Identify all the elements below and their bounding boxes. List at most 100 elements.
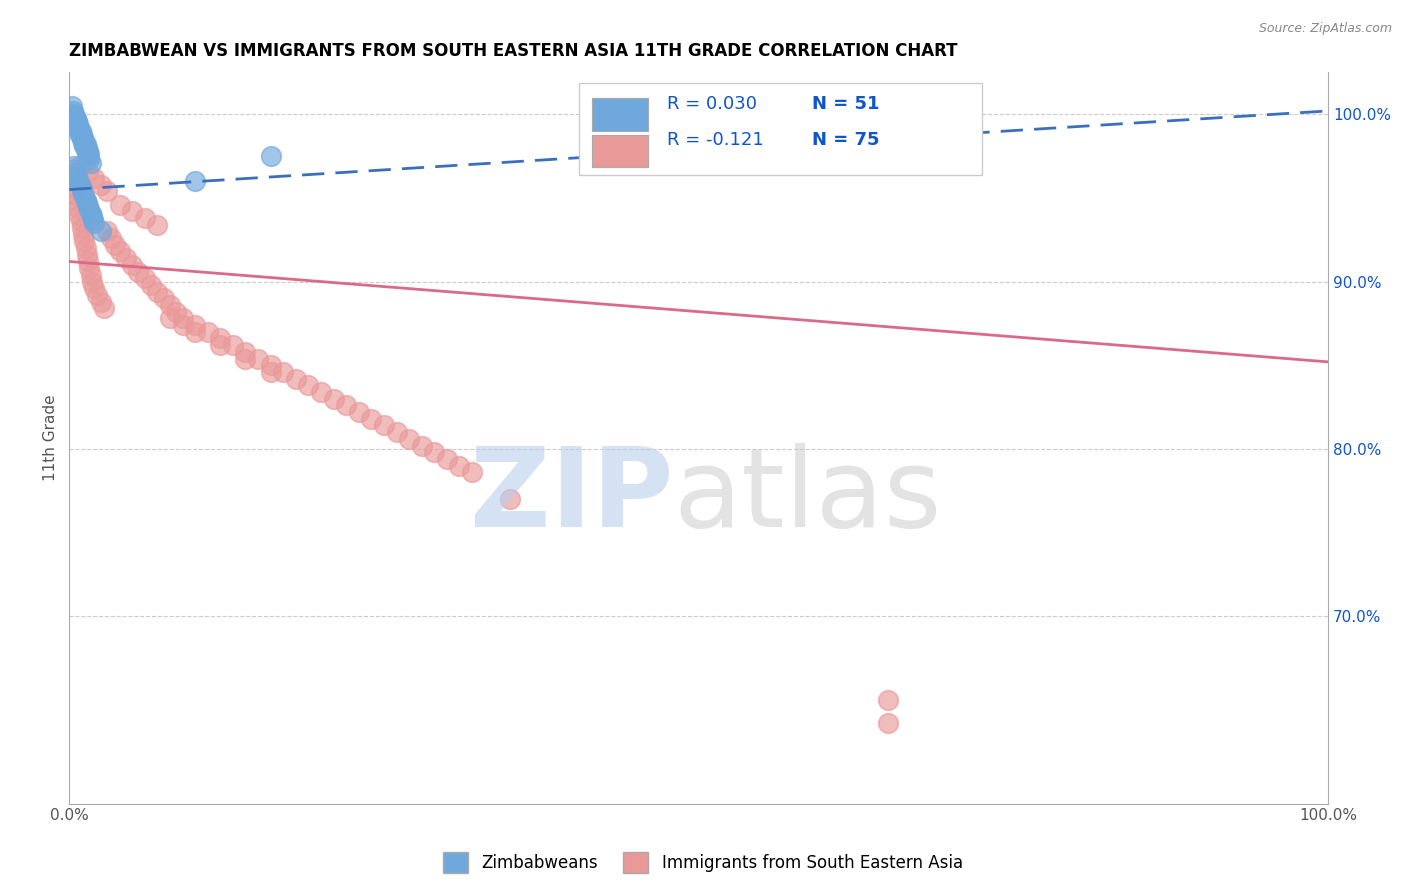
Point bbox=[108, 244, 131, 259]
Point bbox=[67, 117, 90, 131]
Point bbox=[80, 210, 103, 224]
Point bbox=[79, 155, 101, 169]
Text: R = -0.121: R = -0.121 bbox=[668, 131, 763, 150]
Point bbox=[184, 318, 207, 332]
Point bbox=[260, 149, 283, 163]
Point bbox=[82, 212, 104, 227]
Point bbox=[134, 271, 156, 285]
Point bbox=[398, 432, 420, 446]
Point bbox=[152, 291, 174, 305]
Point bbox=[423, 445, 446, 459]
Point bbox=[499, 492, 522, 507]
Point bbox=[72, 227, 94, 242]
Point bbox=[70, 157, 93, 171]
Point bbox=[67, 208, 90, 222]
Point bbox=[60, 99, 83, 113]
Point bbox=[100, 231, 122, 245]
Point bbox=[70, 132, 93, 146]
Point bbox=[63, 107, 86, 121]
Point bbox=[209, 331, 232, 345]
Point bbox=[309, 384, 332, 399]
Point bbox=[65, 111, 87, 125]
Point bbox=[146, 218, 169, 232]
Point bbox=[115, 251, 138, 265]
Point bbox=[63, 112, 86, 127]
Point bbox=[65, 187, 87, 202]
Point bbox=[271, 365, 294, 379]
Point bbox=[77, 144, 100, 158]
Point bbox=[79, 261, 101, 276]
Point bbox=[66, 169, 89, 183]
Point bbox=[876, 693, 898, 707]
Point bbox=[197, 325, 219, 339]
Point bbox=[66, 194, 89, 209]
Point bbox=[83, 281, 105, 295]
Point bbox=[63, 181, 86, 195]
Point bbox=[297, 378, 319, 392]
Point bbox=[247, 351, 270, 366]
Point bbox=[360, 411, 382, 425]
Point bbox=[67, 176, 90, 190]
Point bbox=[121, 204, 143, 219]
Point bbox=[96, 184, 118, 198]
Point bbox=[75, 137, 97, 152]
Point bbox=[184, 174, 207, 188]
Point bbox=[172, 311, 194, 326]
Point bbox=[67, 172, 90, 186]
Point bbox=[73, 139, 96, 153]
Point bbox=[235, 344, 257, 359]
FancyBboxPatch shape bbox=[579, 83, 981, 175]
Point bbox=[69, 214, 91, 228]
Point bbox=[76, 196, 98, 211]
Point bbox=[449, 458, 471, 473]
Text: N = 51: N = 51 bbox=[813, 95, 880, 113]
Point bbox=[165, 304, 187, 318]
Point bbox=[70, 183, 93, 197]
Point bbox=[72, 136, 94, 150]
Point bbox=[77, 164, 100, 178]
Point bbox=[335, 398, 357, 412]
Point bbox=[96, 224, 118, 238]
Point bbox=[70, 221, 93, 235]
Point bbox=[260, 365, 283, 379]
Point bbox=[284, 371, 307, 385]
Point bbox=[90, 224, 112, 238]
Legend: Zimbabweans, Immigrants from South Eastern Asia: Zimbabweans, Immigrants from South Easte… bbox=[437, 846, 969, 880]
Point bbox=[67, 120, 90, 135]
Point bbox=[77, 149, 100, 163]
Point bbox=[79, 153, 101, 167]
Text: Source: ZipAtlas.com: Source: ZipAtlas.com bbox=[1258, 22, 1392, 36]
Point bbox=[79, 268, 101, 282]
Point bbox=[93, 301, 115, 316]
Text: atlas: atlas bbox=[673, 443, 942, 550]
Point bbox=[83, 216, 105, 230]
Point bbox=[67, 201, 90, 215]
Text: N = 75: N = 75 bbox=[813, 131, 880, 150]
Point bbox=[90, 178, 112, 192]
Point bbox=[139, 277, 162, 292]
Point bbox=[209, 338, 232, 352]
Point bbox=[65, 166, 87, 180]
Point bbox=[77, 254, 100, 268]
Point bbox=[75, 142, 97, 156]
FancyBboxPatch shape bbox=[592, 98, 648, 131]
Point bbox=[69, 179, 91, 194]
Point bbox=[76, 248, 98, 262]
Point bbox=[108, 197, 131, 211]
Point bbox=[62, 109, 84, 123]
Point bbox=[73, 189, 96, 203]
Point bbox=[62, 174, 84, 188]
Point bbox=[67, 126, 90, 140]
Point bbox=[347, 405, 370, 419]
Point bbox=[69, 128, 91, 143]
Point bbox=[79, 206, 101, 220]
Text: ZIMBABWEAN VS IMMIGRANTS FROM SOUTH EASTERN ASIA 11TH GRADE CORRELATION CHART: ZIMBABWEAN VS IMMIGRANTS FROM SOUTH EAST… bbox=[69, 42, 957, 60]
Point bbox=[146, 285, 169, 299]
Point bbox=[436, 452, 458, 467]
Point bbox=[76, 141, 98, 155]
Point bbox=[385, 425, 408, 439]
Point bbox=[65, 115, 87, 129]
Point bbox=[66, 114, 89, 128]
Point bbox=[461, 466, 484, 480]
Point bbox=[86, 288, 108, 302]
